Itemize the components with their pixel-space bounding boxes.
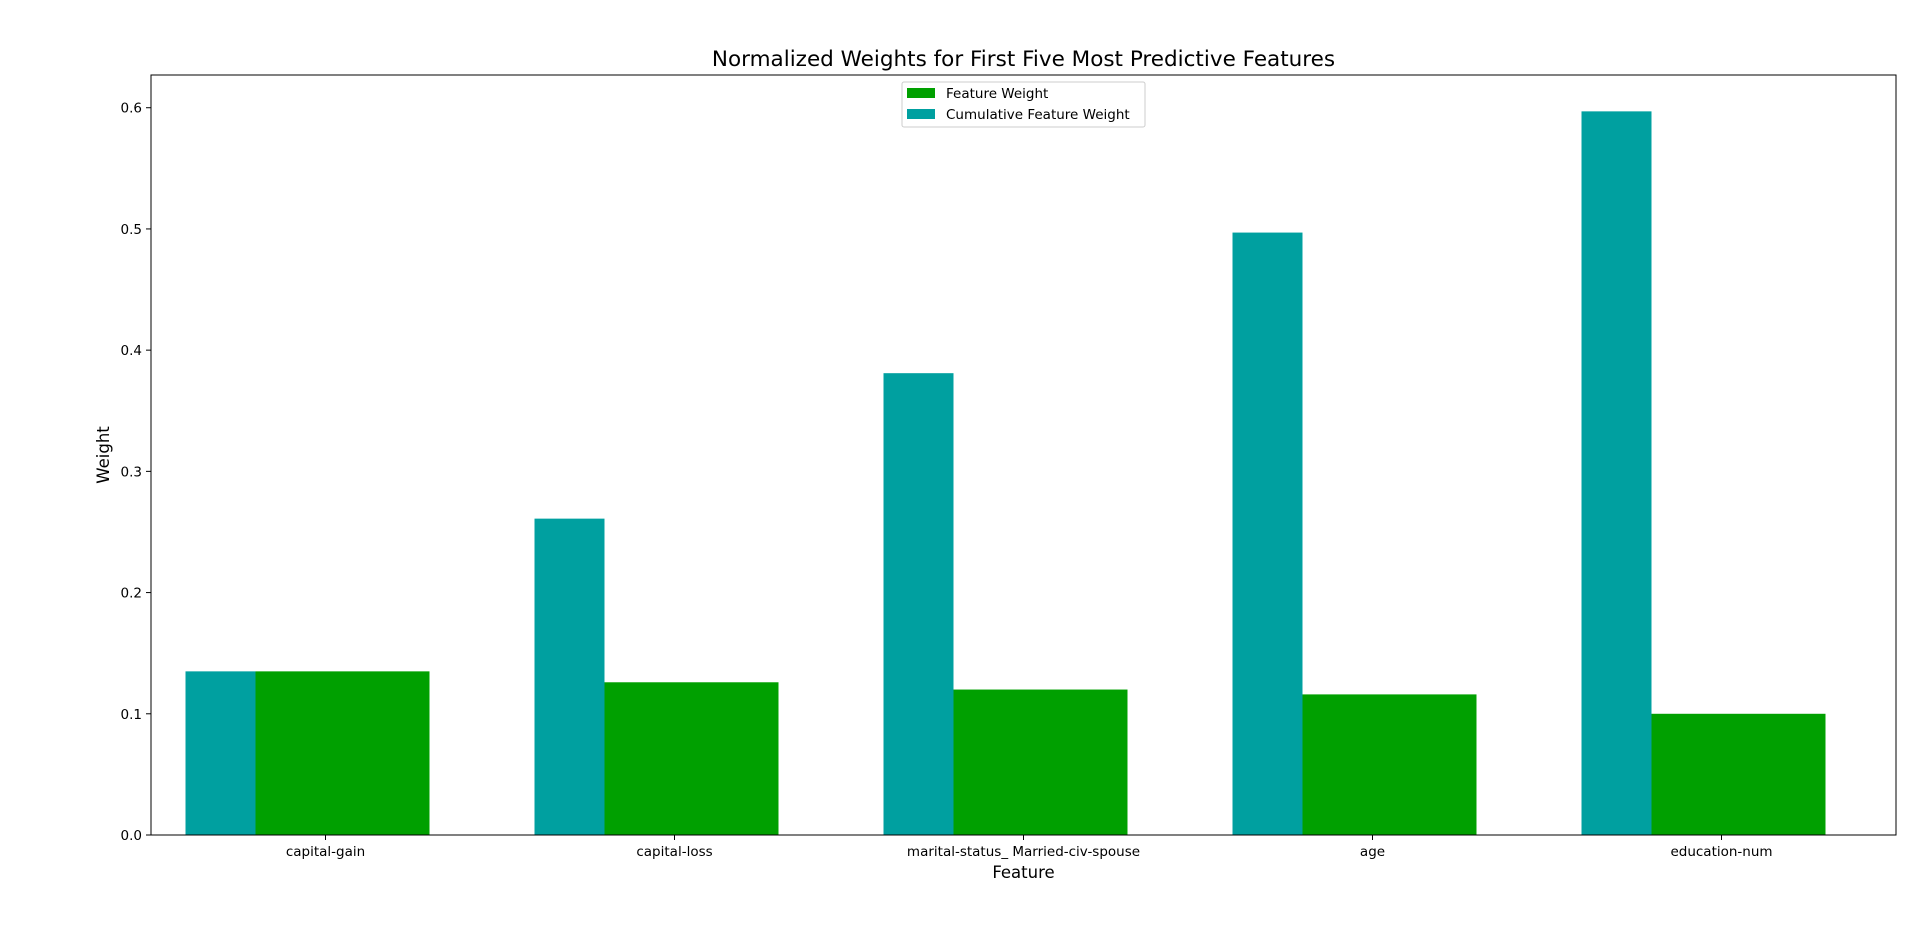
y-tick-label-6: 0.6: [121, 101, 142, 117]
x-tick-label-1: capital-loss: [636, 844, 712, 860]
y-tick-label-2: 0.2: [121, 586, 142, 602]
y-tick-label-1: 0.1: [121, 707, 142, 723]
y-axis-label: Weight: [94, 426, 113, 484]
legend-swatch-feature-weight: [907, 88, 935, 98]
legend-swatch-cumulative-feature-weight: [907, 109, 935, 119]
legend: Feature Weight Cumulative Feature Weight: [901, 81, 1146, 128]
bar-feature-weight-4: [1651, 713, 1826, 835]
chart-title: Normalized Weights for First Five Most P…: [712, 47, 1335, 72]
bar-cumulative-3: [1232, 232, 1303, 836]
bar-cumulative-4: [1581, 111, 1652, 835]
x-tick-label-2: marital-status_ Married-civ-spouse: [907, 844, 1140, 860]
x-axis-ticks: capital-gain capital-loss marital-status_ …: [286, 835, 1773, 860]
y-axis-ticks: 0.0 0.1 0.2 0.3 0.4 0.5 0.6: [121, 101, 151, 844]
x-tick-label-3: age: [1360, 844, 1385, 860]
y-tick-label-0: 0.0: [121, 828, 142, 844]
y-tick-label-3: 0.3: [121, 464, 142, 480]
bar-feature-weight-3: [1302, 694, 1477, 835]
legend-label-feature-weight: Feature Weight: [946, 86, 1048, 102]
legend-box: [901, 81, 1146, 128]
bar-cumulative-2: [883, 373, 954, 835]
x-tick-label-0: capital-gain: [286, 844, 365, 860]
bar-feature-weight-0: [255, 671, 430, 835]
y-tick-label-5: 0.5: [121, 222, 142, 238]
bar-feature-weight-1: [604, 682, 779, 835]
bar-cumulative-1: [534, 518, 605, 835]
x-tick-label-4: education-num: [1670, 844, 1772, 860]
y-tick-label-4: 0.4: [121, 343, 142, 359]
bar-cumulative-0: [185, 671, 256, 835]
bar-feature-weight-2: [953, 689, 1128, 835]
x-axis-label: Feature: [992, 863, 1054, 882]
legend-label-cumulative-feature-weight: Cumulative Feature Weight: [946, 107, 1130, 123]
bars-layer: [185, 111, 1826, 836]
